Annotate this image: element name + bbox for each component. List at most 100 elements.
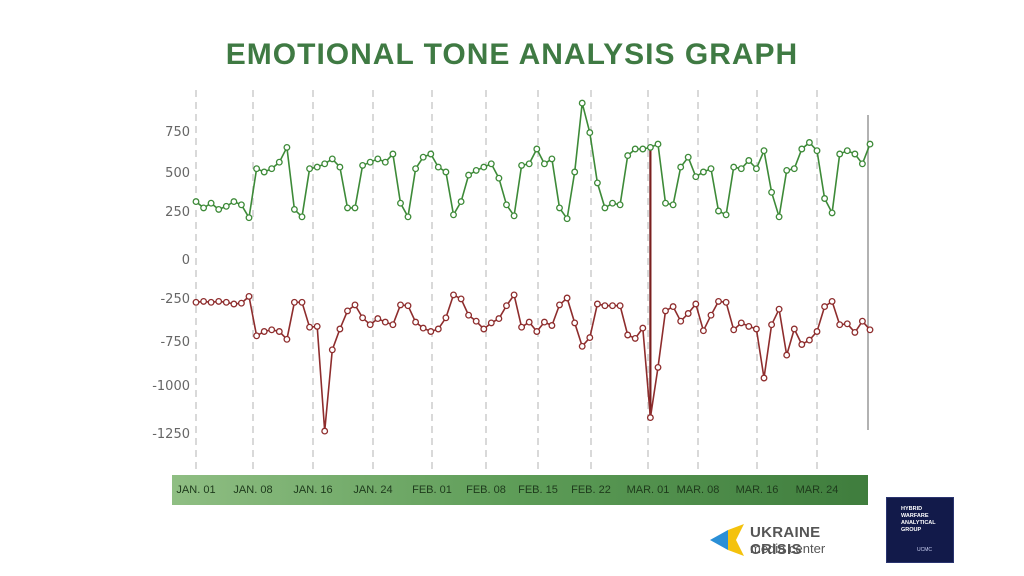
negative-tone-point — [578, 342, 586, 350]
positive-tone-point — [215, 205, 223, 213]
positive-tone-point — [851, 150, 859, 158]
y-tick-label: -250 — [160, 292, 190, 307]
negative-tone-point — [609, 302, 616, 310]
positive-tone-point — [752, 165, 760, 173]
positive-tone-point — [495, 174, 503, 182]
positive-tone-point — [843, 147, 851, 155]
positive-tone-point — [306, 165, 314, 173]
positive-tone-point — [230, 198, 238, 206]
hwag-line: WARFARE — [901, 513, 929, 519]
positive-tone-point — [707, 165, 715, 173]
positive-tone-point — [805, 139, 813, 146]
negative-tone-point — [540, 318, 548, 326]
negative-tone-point — [472, 317, 480, 325]
negative-tone-point — [639, 324, 647, 332]
negative-tone-point — [760, 374, 768, 382]
negative-tone-point — [442, 314, 450, 322]
y-tick-label: -750 — [160, 335, 190, 350]
x-tick-label: MAR. 24 — [795, 484, 839, 496]
negative-tone-point — [381, 318, 389, 326]
positive-tone-point — [601, 204, 609, 212]
negative-tone-point — [768, 321, 776, 329]
positive-tone-point — [813, 147, 821, 155]
positive-tone-point — [548, 155, 556, 163]
negative-tone-point — [313, 322, 321, 330]
positive-tone-point — [283, 143, 291, 151]
positive-tone-point — [412, 165, 420, 173]
positive-tone-point — [472, 166, 480, 174]
negative-tone-point — [548, 322, 556, 329]
hwag-logo: HYBRID WARFARE ANALYTICAL GROUP UCMC — [886, 497, 954, 563]
negative-tone-point — [480, 325, 488, 333]
positive-tone-point — [692, 173, 700, 181]
positive-tone-point — [518, 161, 526, 169]
negative-tone-point — [412, 318, 420, 326]
negative-tone-point — [654, 363, 662, 371]
y-tick-label: 0 — [182, 253, 190, 268]
negative-tone-point — [207, 298, 215, 306]
negative-tone-point — [525, 318, 533, 326]
x-tick-label: JAN. 16 — [293, 484, 333, 496]
y-tick-label: 250 — [165, 205, 190, 220]
negative-tone-point — [843, 320, 851, 328]
negative-tone-point — [298, 298, 306, 306]
hwag-line: ANALYTICAL — [901, 520, 936, 526]
negative-tone-point — [427, 328, 435, 335]
negative-tone-point — [563, 294, 571, 302]
positive-tone-point — [821, 195, 829, 202]
positive-tone-point — [503, 201, 510, 209]
negative-tone-point — [397, 301, 404, 309]
negative-tone-point — [699, 327, 707, 335]
negative-tone-point — [518, 323, 526, 331]
negative-tone-point — [556, 301, 563, 309]
negative-tone-point — [616, 302, 624, 310]
negative-tone-point — [465, 311, 473, 319]
chart-title: EMOTIONAL TONE ANALYSIS GRAPH — [225, 38, 799, 71]
negative-tone-point — [677, 317, 685, 325]
positive-tone-point — [298, 213, 306, 221]
x-tick-label: MAR. 08 — [676, 484, 720, 496]
positive-tone-point — [207, 199, 215, 207]
x-tick-label: MAR. 16 — [735, 484, 779, 496]
negative-tone-point — [586, 334, 594, 342]
positive-tone-point — [646, 143, 654, 151]
negative-tone-point — [624, 331, 632, 339]
positive-tone-point — [662, 199, 669, 207]
hwag-line: HYBRID — [901, 506, 923, 512]
negative-tone-point — [336, 325, 344, 333]
negative-tone-point — [306, 323, 314, 331]
negative-tone-point — [245, 292, 253, 300]
positive-tone-point — [389, 150, 397, 158]
positive-tone-point — [245, 214, 253, 222]
positive-tone-point — [677, 163, 685, 171]
positive-tone-point — [344, 204, 351, 212]
negative-tone-point — [571, 319, 579, 327]
x-axis-band — [172, 475, 868, 505]
x-tick-label: JAN. 08 — [233, 484, 273, 496]
negative-tone-point — [404, 302, 412, 310]
negative-tone-line — [195, 292, 871, 432]
positive-tone-point — [715, 207, 722, 215]
positive-tone-point — [290, 205, 298, 213]
negative-tone-point — [646, 414, 654, 422]
negative-tone-point — [533, 328, 541, 335]
positive-tone-point — [828, 209, 836, 217]
negative-tone-point — [662, 307, 669, 315]
positive-tone-point — [624, 152, 632, 160]
negative-tone-point — [669, 303, 677, 311]
ucmc-logo-icon — [710, 524, 744, 556]
positive-tone-point — [737, 165, 745, 173]
hwag-ucmc-mark: UCMC — [917, 547, 932, 553]
negative-tone-point — [450, 291, 457, 299]
positive-tone-point — [487, 160, 495, 168]
positive-tone-point — [571, 168, 579, 176]
positive-tone-point — [268, 165, 276, 173]
positive-tone-point — [328, 155, 336, 163]
negative-tone-point — [495, 315, 503, 323]
negative-tone-point — [192, 298, 200, 306]
positive-tone-point — [222, 202, 230, 210]
y-tick-label: 750 — [165, 125, 190, 140]
x-tick-label: JAN. 24 — [353, 484, 393, 496]
negative-tone-point — [851, 328, 859, 336]
